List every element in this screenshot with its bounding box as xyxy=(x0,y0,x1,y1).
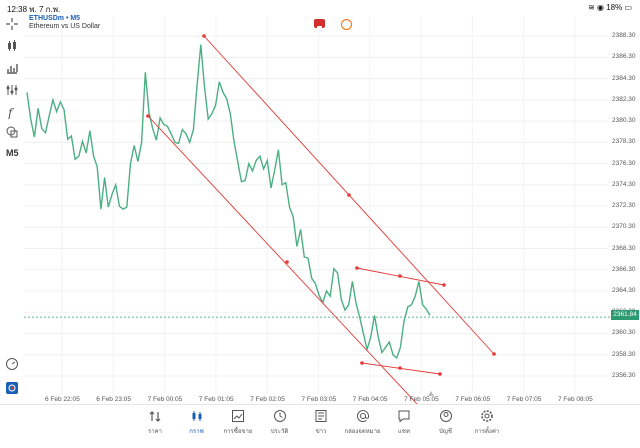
y-tick-label: 2366.30 xyxy=(612,265,636,273)
y-tick-label: 2374.30 xyxy=(612,180,636,188)
y-tick-label: 2370.30 xyxy=(612,223,636,231)
channel-upper-line-anchor xyxy=(347,193,351,197)
bars-icon[interactable] xyxy=(4,60,20,76)
x-tick-label: 7 Feb 08:05 xyxy=(558,396,593,403)
timeframe-label[interactable]: M5 xyxy=(6,148,19,158)
y-tick-label: 2378.30 xyxy=(612,138,636,146)
chart-speed-icon[interactable] xyxy=(4,356,20,372)
candles-icon[interactable] xyxy=(4,38,20,54)
tab-label: ข่าว xyxy=(315,429,327,435)
trade-panel-icon[interactable] xyxy=(4,380,20,396)
settings-icon xyxy=(481,410,493,422)
current-price-badge: 2361.84 xyxy=(611,310,639,320)
y-tick-label: 2358.30 xyxy=(612,350,636,358)
x-tick-label: 7 Feb 07:05 xyxy=(506,396,542,403)
bottom-tab-bar: ราคา กราฟ การซื้อขาย ประวัติ ข่าว กล่องจดหมาย… xyxy=(0,404,640,448)
tab-label: กราฟ xyxy=(189,429,204,435)
tab-label: แชท xyxy=(398,429,410,435)
y-tick-label: 2380.30 xyxy=(612,117,636,125)
channel-upper-line-anchor xyxy=(492,352,496,356)
trendline-lower-short-anchor xyxy=(398,366,402,370)
channel-lower-line-anchor xyxy=(285,260,289,264)
symbol-description: Ethereum vs US Dollar xyxy=(29,23,101,30)
y-tick-label: 2364.30 xyxy=(612,287,636,294)
news-icon xyxy=(315,410,327,422)
x-tick-label: 6 Feb 22:05 xyxy=(45,396,80,403)
y-tick-label: 2376.30 xyxy=(612,159,636,167)
tab-label: กล่องจดหมาย xyxy=(344,429,381,435)
trendline-upper-short-anchor xyxy=(398,274,402,278)
x-tick-label: 7 Feb 00:05 xyxy=(147,396,183,403)
channel-upper-line-anchor xyxy=(202,34,206,38)
x-tick-label: 7 Feb 02:05 xyxy=(250,396,285,403)
indicators-icon[interactable] xyxy=(4,82,20,98)
trendline-upper-short-anchor xyxy=(355,266,359,270)
shapes-icon[interactable] xyxy=(4,124,20,140)
crosshair-icon[interactable] xyxy=(4,16,20,32)
signal-icon[interactable] xyxy=(341,19,352,30)
status-bar: 12:38 พ. 7 ก.พ. ≋ ◉ 18% ▭ xyxy=(0,0,640,14)
y-tick-label: 2368.30 xyxy=(612,244,636,252)
quotes-icon xyxy=(149,411,161,422)
y-tick-label: 2356.30 xyxy=(612,371,636,379)
tab-label: ราคา xyxy=(148,429,162,435)
tab-label: ประวัติ xyxy=(270,429,289,435)
y-tick-label: 2388.30 xyxy=(612,32,636,40)
chat-icon xyxy=(398,410,410,423)
marker-arrow-icon xyxy=(428,391,434,396)
channel-lower-line-anchor xyxy=(146,114,150,118)
y-tick-label: 2382.30 xyxy=(612,95,636,103)
trendline-lower-short-anchor xyxy=(360,361,364,365)
trade-icon xyxy=(232,410,244,422)
svg-text:f: f xyxy=(7,106,15,119)
price-line xyxy=(26,44,431,360)
tab-chart[interactable]: กราฟ xyxy=(177,409,217,436)
y-tick-label: 2384.30 xyxy=(612,74,636,82)
x-tick-label: 7 Feb 04:05 xyxy=(352,396,388,403)
y-tick-label: 2372.30 xyxy=(612,202,636,210)
x-tick-label: 7 Feb 06:05 xyxy=(455,396,491,403)
drawing-toolbar: f M5 xyxy=(0,14,24,404)
tab-account[interactable]: บัญชี xyxy=(426,409,466,436)
mailbox-icon xyxy=(356,410,369,423)
channel-lower-line xyxy=(147,115,418,405)
tab-mailbox[interactable]: กล่องจดหมาย xyxy=(343,409,383,436)
status-battery: ≋ ◉ 18% ▭ xyxy=(588,3,632,12)
price-chart[interactable] xyxy=(0,14,640,405)
history-icon xyxy=(273,410,286,422)
tab-trade[interactable]: การซื้อขาย xyxy=(218,409,258,436)
tab-label: การซื้อขาย xyxy=(223,429,253,435)
chart-icon xyxy=(192,411,201,421)
x-tick-label: 6 Feb 23:05 xyxy=(96,396,131,403)
status-time: 12:38 พ. 7 ก.พ. xyxy=(7,5,61,14)
trendline-lower-short-anchor xyxy=(438,372,442,376)
tab-quotes[interactable]: ราคา xyxy=(135,409,175,436)
tab-settings[interactable]: การตั้งค่า xyxy=(467,409,507,436)
tab-label: การตั้งค่า xyxy=(474,429,500,435)
y-tick-label: 2386.30 xyxy=(612,53,636,61)
tab-chat[interactable]: แชท xyxy=(384,409,424,436)
tab-history[interactable]: ประวัติ xyxy=(260,409,300,436)
x-tick-label: 7 Feb 05:05 xyxy=(404,396,439,403)
account-icon xyxy=(439,410,452,422)
flag-icon[interactable] xyxy=(314,19,325,29)
y-tick-label: 2360.30 xyxy=(612,329,636,337)
symbol-name[interactable]: ETHUSDm • M5 xyxy=(29,15,81,22)
tab-news[interactable]: ข่าว xyxy=(301,409,341,436)
chart-area[interactable] xyxy=(0,14,640,405)
x-tick-label: 7 Feb 03:05 xyxy=(301,396,337,403)
x-tick-label: 7 Feb 01:05 xyxy=(198,396,234,403)
tab-label: บัญชี xyxy=(439,429,452,435)
trendline-upper-short-anchor xyxy=(442,283,446,287)
function-icon[interactable]: f xyxy=(4,104,20,120)
